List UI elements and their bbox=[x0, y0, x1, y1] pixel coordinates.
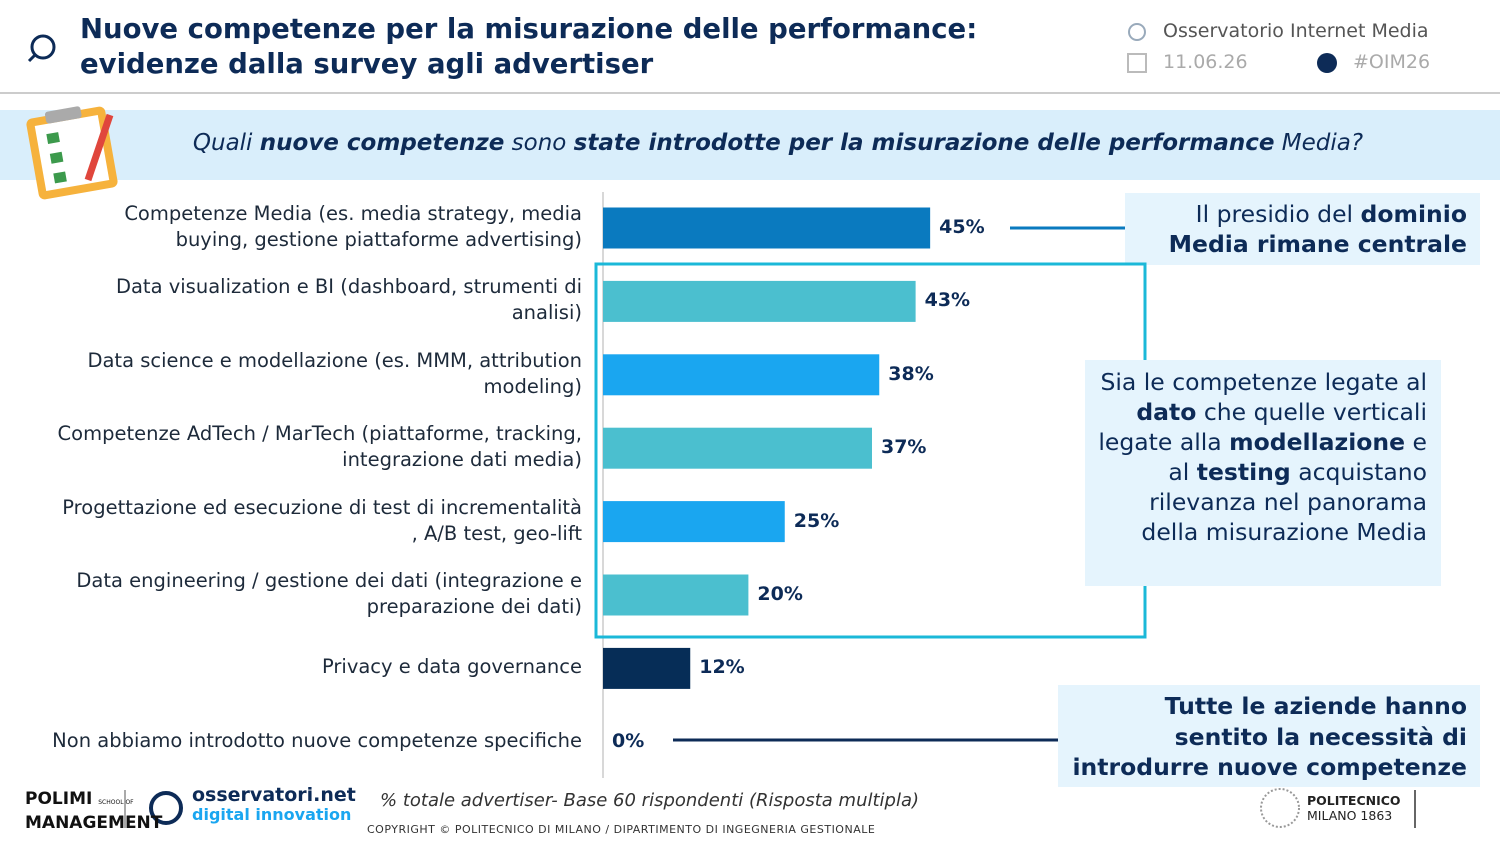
copyright: COPYRIGHT © POLITECNICO DI MILANO / DIPA… bbox=[367, 823, 876, 836]
value-label: 37% bbox=[880, 436, 927, 459]
category-label: Competenze Media (es. media strategy, me… bbox=[124, 202, 582, 251]
value-label: 25% bbox=[793, 509, 840, 532]
value-label: 45% bbox=[939, 216, 985, 238]
text-segment: Quali bbox=[192, 130, 260, 156]
date: 11.06.26 bbox=[1163, 51, 1248, 73]
callout-box bbox=[1058, 685, 1480, 787]
text-segment: testing bbox=[1196, 458, 1291, 486]
clipboard-icon bbox=[26, 106, 118, 200]
value-label: 38% bbox=[888, 362, 934, 385]
text-segment: nuove competenze bbox=[259, 130, 505, 156]
logo-text: osservatori.net bbox=[192, 784, 356, 806]
category-label: Data visualization e BI (dashboard, stru… bbox=[115, 275, 582, 325]
bar bbox=[603, 354, 880, 396]
category-label: Competenze AdTech / MarTech (piattaforme… bbox=[57, 422, 582, 472]
callout-box bbox=[1125, 193, 1480, 265]
text-segment: che quelle verticali legate alla bbox=[1098, 398, 1435, 456]
x-icon bbox=[1317, 53, 1337, 73]
question-band bbox=[0, 110, 1500, 180]
logo-text: MANAGEMENT bbox=[25, 813, 163, 833]
brand-icon bbox=[1128, 23, 1146, 41]
logo-text: POLIMI bbox=[25, 789, 93, 809]
bar bbox=[603, 647, 691, 689]
text-segment: Sia le competenze legate al bbox=[1100, 368, 1435, 396]
logo-text: POLITECNICO bbox=[1307, 793, 1401, 808]
text-segment: acquistano rilevanza nel panorama della … bbox=[1141, 458, 1435, 546]
polimi-logo: POLIMI SCHOOL OF MANAGEMENT bbox=[25, 789, 162, 833]
text-segment: Il presidio del bbox=[1195, 200, 1361, 228]
footnote: % totale advertiser- Base 60 rispondenti… bbox=[380, 790, 920, 811]
callout-text: Tutte le aziende hanno sentito la necess… bbox=[1065, 691, 1468, 783]
value-label: 12% bbox=[699, 656, 745, 679]
value-label: 20% bbox=[757, 583, 803, 605]
logo-text: SCHOOL OF bbox=[98, 799, 134, 806]
callout-box bbox=[1085, 360, 1441, 586]
bar bbox=[603, 280, 916, 322]
bar bbox=[603, 501, 785, 543]
logo-text: MILANO 1863 bbox=[1307, 808, 1393, 823]
category-label: Data engineering / gestione dei dati (in… bbox=[76, 569, 582, 618]
calendar-icon bbox=[1127, 53, 1147, 73]
text-segment: state introdotte per la misurazione dell… bbox=[573, 130, 1275, 156]
logo-icon bbox=[30, 34, 56, 60]
text-segment: e al bbox=[1168, 428, 1435, 486]
text-segment: dominio Media rimane centrale bbox=[1168, 200, 1476, 258]
category-label: Privacy e data governance bbox=[321, 655, 582, 679]
text-segment: modellazione bbox=[1229, 428, 1406, 456]
osservatori-icon bbox=[149, 791, 183, 825]
category-label: Data science e modellazione (es. MMM, at… bbox=[87, 348, 582, 398]
callout-text: Il presidio del dominio Media rimane cen… bbox=[1140, 199, 1467, 259]
politecnico-seal bbox=[1260, 788, 1300, 828]
logo-icon bbox=[27, 53, 37, 63]
bar bbox=[603, 427, 872, 469]
bar bbox=[603, 207, 931, 249]
politecnico-logo: POLITECNICO MILANO 1863 bbox=[1307, 793, 1401, 823]
hashtag: #OIM26 bbox=[1353, 51, 1431, 73]
brand: Osservatorio Internet Media bbox=[1163, 20, 1429, 42]
title: Nuove competenze per la misurazione dell… bbox=[80, 13, 978, 80]
text-segment: sono bbox=[504, 130, 574, 156]
category-label: Progettazione ed esecuzione di test di i… bbox=[62, 495, 582, 545]
callout-text: Sia le competenze legate al dato che que… bbox=[1095, 367, 1427, 547]
bars bbox=[603, 207, 931, 689]
bar bbox=[603, 574, 749, 616]
question: Quali nuove competenze sono state introd… bbox=[140, 130, 1416, 156]
value-label: 0% bbox=[612, 729, 645, 752]
category-label: Non abbiamo introdotto nuove competenze … bbox=[52, 728, 582, 752]
logo-text: digital innovation bbox=[192, 805, 352, 824]
osservatori-logo: osservatori.net digital innovation bbox=[192, 784, 356, 825]
text-segment: Tutte le aziende hanno sentito la necess… bbox=[1072, 692, 1476, 781]
value-label: 43% bbox=[924, 289, 971, 312]
text-segment: Media? bbox=[1274, 130, 1364, 156]
text-segment: dato bbox=[1136, 398, 1197, 426]
